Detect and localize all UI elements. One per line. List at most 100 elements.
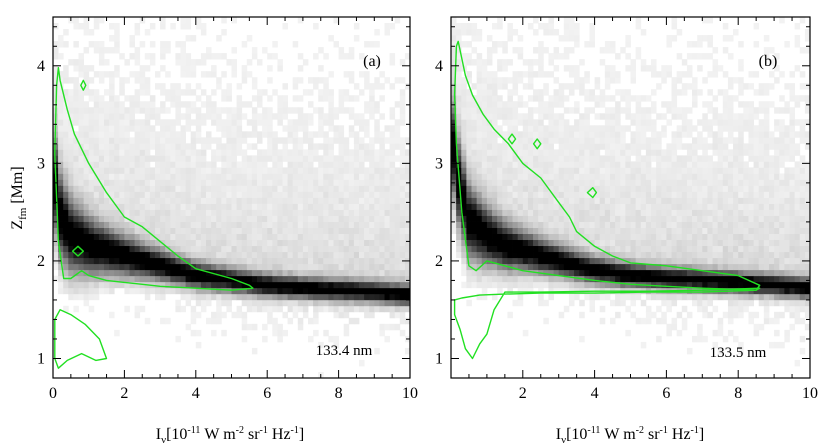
heat-cell xyxy=(712,71,719,78)
heat-cell xyxy=(348,95,355,102)
heat-cell xyxy=(185,113,192,120)
heat-cell xyxy=(743,263,749,271)
heat-cell xyxy=(348,209,355,216)
heat-cell xyxy=(379,137,385,144)
heat-cell xyxy=(353,317,360,325)
heat-cell xyxy=(389,203,396,210)
heat-cell xyxy=(635,137,642,144)
heat-cell xyxy=(630,275,637,283)
heat-cell xyxy=(548,107,554,114)
heat-cell xyxy=(175,41,181,48)
heat-cell xyxy=(149,137,156,144)
heat-cell xyxy=(584,281,590,289)
heat-cell xyxy=(241,131,248,138)
heat-cell xyxy=(661,239,667,247)
heat-cell xyxy=(251,347,258,355)
heat-cell xyxy=(277,209,283,216)
heat-cell xyxy=(666,323,672,331)
heat-cell xyxy=(144,155,151,162)
heat-cell xyxy=(748,227,754,234)
heat-cell xyxy=(78,53,84,60)
heat-cell xyxy=(292,221,299,228)
heat-cell xyxy=(328,113,334,120)
heat-cell xyxy=(666,155,672,162)
heat-cell xyxy=(206,233,212,241)
heat-cell xyxy=(681,83,688,90)
heat-cell xyxy=(277,323,283,331)
heat-cell xyxy=(216,149,222,156)
heat-cell xyxy=(134,29,141,36)
heat-cell xyxy=(251,167,258,174)
heat-cell xyxy=(129,251,135,259)
heat-cell xyxy=(507,233,513,241)
heat-cell xyxy=(476,77,483,84)
heat-cell xyxy=(231,155,237,162)
heat-cell xyxy=(522,221,529,228)
heat-cell xyxy=(589,35,595,42)
heat-cell xyxy=(180,227,186,234)
heat-cell xyxy=(83,233,90,241)
heat-cell xyxy=(353,149,360,156)
heat-cell xyxy=(538,89,544,96)
heat-cell xyxy=(651,251,657,259)
heat-cell xyxy=(109,125,115,132)
heat-cell xyxy=(88,167,95,174)
heat-cell xyxy=(236,233,243,241)
heat-cell xyxy=(553,161,560,168)
heat-cell xyxy=(512,227,519,234)
heat-cell xyxy=(246,173,253,180)
heat-cell xyxy=(195,107,202,114)
heat-cell xyxy=(533,17,539,24)
heat-cell xyxy=(318,299,324,307)
heat-cell xyxy=(323,263,329,271)
heat-cell xyxy=(502,149,508,156)
heat-cell xyxy=(262,149,268,156)
heat-cell xyxy=(149,197,156,204)
heat-cell xyxy=(722,221,729,228)
heat-cell xyxy=(328,89,334,96)
heat-cell xyxy=(394,209,401,216)
heat-cell xyxy=(277,269,283,277)
heat-cell xyxy=(292,203,299,210)
contour-2 xyxy=(71,245,85,257)
heat-cell xyxy=(216,293,222,301)
heat-cell xyxy=(83,239,90,247)
heat-cell xyxy=(246,209,253,216)
heat-cell xyxy=(615,167,621,174)
heatmap-a xyxy=(53,17,411,379)
heat-cell xyxy=(216,83,222,90)
heat-cell xyxy=(748,149,754,156)
heat-cell xyxy=(584,161,590,168)
heat-cell xyxy=(476,83,483,90)
heat-cell xyxy=(574,107,580,114)
heat-cell xyxy=(88,173,95,180)
heat-cell xyxy=(216,35,222,42)
heat-cell xyxy=(185,299,192,307)
heat-cell xyxy=(338,251,345,259)
heat-cell xyxy=(190,287,197,295)
heat-cell xyxy=(323,95,329,102)
heat-cell xyxy=(466,197,472,204)
heat-cell xyxy=(272,161,278,168)
heat-cell xyxy=(615,101,621,108)
heat-cell xyxy=(241,203,248,210)
heat-cell xyxy=(517,227,524,234)
heat-cell xyxy=(297,125,304,132)
heat-cell xyxy=(625,143,631,150)
heat-cell xyxy=(124,263,130,271)
heat-cell xyxy=(200,155,207,162)
heat-cell xyxy=(257,179,263,186)
heat-cell xyxy=(563,251,570,259)
heat-cell xyxy=(748,245,754,253)
heat-cell xyxy=(160,167,166,174)
heat-cell xyxy=(456,107,462,114)
contour-3 xyxy=(80,79,87,91)
heat-cell xyxy=(476,29,483,36)
heat-cell xyxy=(727,203,734,210)
heat-cell xyxy=(109,131,115,138)
heat-cell xyxy=(686,311,693,319)
heat-cell xyxy=(216,137,222,144)
heat-cell xyxy=(656,281,662,289)
heat-cell xyxy=(328,239,334,247)
heat-cell xyxy=(246,299,253,307)
